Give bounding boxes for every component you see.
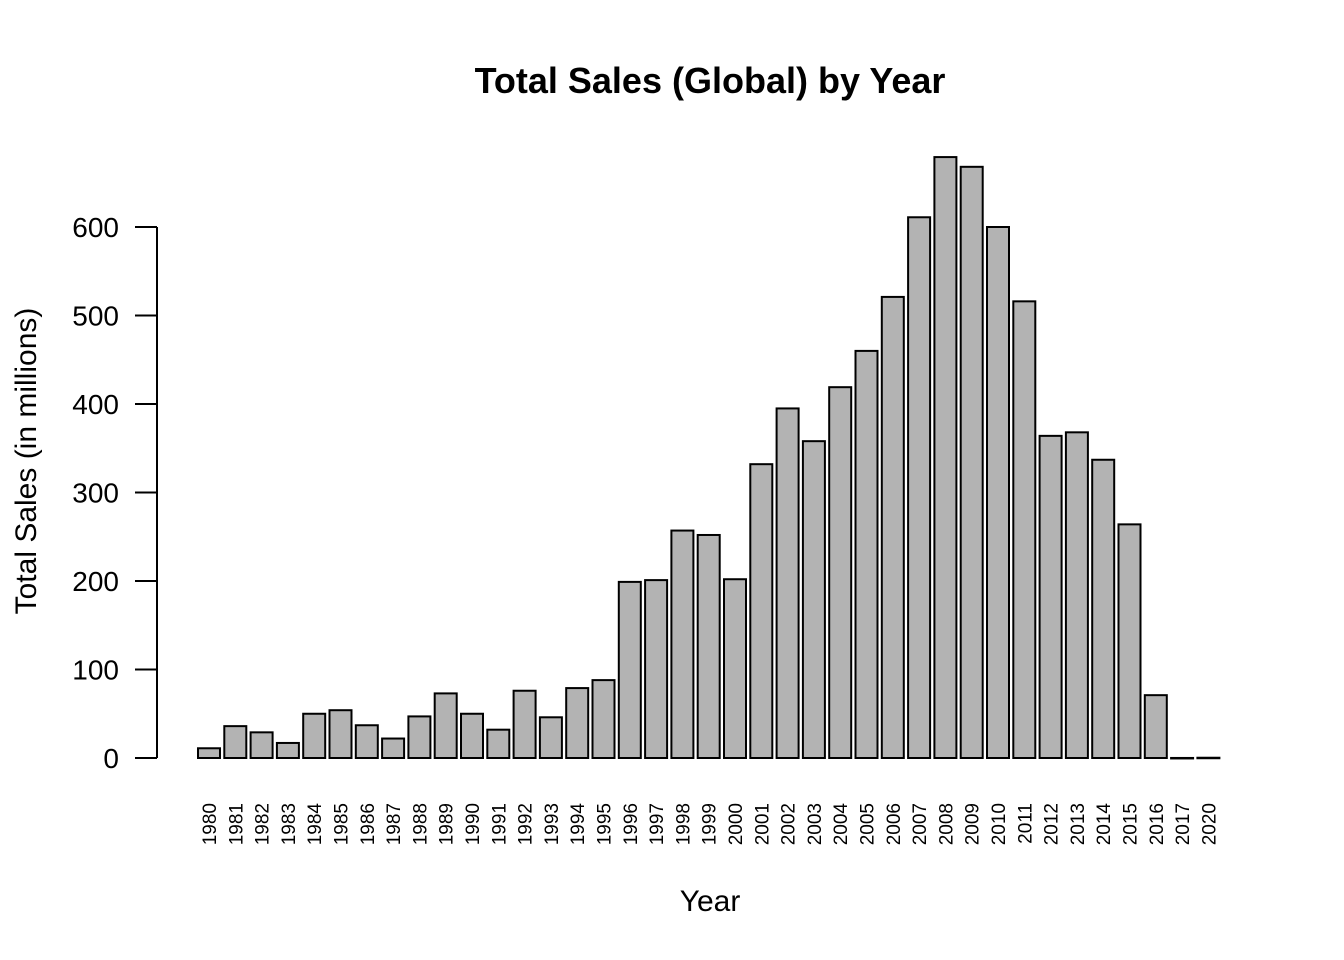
bar-1980 (197, 747, 221, 760)
x-tick-label-1981: 1981 (226, 803, 247, 845)
bar-1986 (354, 724, 379, 760)
x-tick-label-2012: 2012 (1042, 803, 1063, 845)
bar-1987 (381, 737, 406, 760)
x-tick-label-2002: 2002 (779, 803, 800, 845)
chart-title: Total Sales (Global) by Year (475, 60, 946, 101)
y-tick-label: 200 (72, 566, 119, 597)
bar-2012 (1038, 434, 1063, 759)
bar-1984 (302, 712, 327, 759)
bar-1995 (591, 679, 616, 759)
bar-2014 (1091, 458, 1116, 759)
bar-2011 (1012, 300, 1037, 759)
bar-1985 (328, 709, 353, 760)
y-tick-label: 100 (72, 655, 119, 686)
bar-2007 (907, 216, 932, 759)
x-tick-label-2008: 2008 (936, 803, 957, 845)
y-tick-label: 0 (103, 743, 119, 774)
x-tick-label-1984: 1984 (305, 803, 326, 846)
x-tick-label-2011: 2011 (1015, 803, 1036, 844)
x-tick-label-2005: 2005 (858, 803, 879, 845)
y-tick-label: 600 (72, 212, 119, 243)
x-tick-label-1980: 1980 (200, 803, 221, 845)
bar-2017 (1170, 756, 1195, 760)
bar-2002 (775, 407, 800, 759)
x-tick-label-2001: 2001 (752, 803, 773, 845)
x-axis-label: Year (680, 885, 741, 918)
bar-2005 (854, 349, 879, 759)
bar-1981 (223, 725, 248, 760)
bar-2013 (1064, 431, 1089, 759)
x-tick-label-1993: 1993 (542, 803, 563, 845)
bars (197, 156, 1221, 760)
bar-1998 (670, 529, 695, 759)
bar-1990 (460, 712, 484, 759)
bar-1993 (538, 716, 563, 759)
bar-2008 (933, 156, 958, 759)
x-tick-label-2015: 2015 (1121, 803, 1142, 845)
bar-2015 (1117, 523, 1142, 759)
x-tick-labels: 1980 1981 1982 1983 1984 1985 1986 1987 1988 1989… (200, 803, 1220, 846)
bar-1992 (512, 689, 537, 759)
x-tick-label-1983: 1983 (279, 803, 300, 845)
bar-1996 (617, 580, 642, 760)
bar-2010 (986, 226, 1010, 759)
bar-2016 (1143, 694, 1168, 759)
y-tick-label: 500 (72, 301, 119, 332)
y-axis-label: Total Sales (in millions) (10, 308, 43, 615)
bar-2000 (723, 578, 747, 759)
bar-1988 (407, 715, 432, 760)
x-tick-label-1996: 1996 (621, 803, 642, 845)
x-tick-label-2006: 2006 (884, 803, 905, 845)
bar-2001 (749, 463, 774, 759)
x-tick-label-1988: 1988 (410, 803, 431, 845)
bar-2020 (1196, 756, 1221, 760)
x-tick-label-1994: 1994 (568, 803, 589, 846)
bar-1983 (275, 741, 300, 760)
x-tick-label-2017: 2017 (1173, 803, 1194, 845)
bar-2006 (880, 295, 905, 759)
x-tick-label-2014: 2014 (1094, 803, 1115, 846)
x-tick-label-2007: 2007 (910, 803, 931, 845)
x-tick-label-2016: 2016 (1147, 803, 1168, 845)
bar-1997 (644, 579, 669, 759)
x-tick-label-2004: 2004 (831, 803, 852, 846)
x-tick-label-1995: 1995 (595, 803, 616, 845)
x-tick-label-2010: 2010 (989, 803, 1010, 845)
bar-1982 (249, 731, 274, 760)
x-tick-label-1992: 1992 (516, 803, 537, 845)
x-tick-label-1985: 1985 (332, 803, 353, 845)
bar-2003 (801, 440, 826, 759)
y-axis: 0 100 200 300 400 500 600 (72, 212, 158, 774)
x-tick-label-2020: 2020 (1199, 803, 1220, 845)
y-tick-label: 400 (72, 389, 119, 420)
x-tick-label-1990: 1990 (463, 803, 484, 845)
x-tick-label-1987: 1987 (384, 803, 405, 845)
x-tick-label-2013: 2013 (1068, 803, 1089, 845)
x-tick-label-1991: 1991 (489, 803, 510, 845)
x-tick-label-1986: 1986 (358, 803, 379, 845)
y-tick-label: 300 (72, 478, 119, 509)
bar-2009 (959, 165, 984, 759)
x-tick-label-1998: 1998 (673, 803, 694, 845)
bar-1994 (565, 687, 590, 760)
x-tick-label-2009: 2009 (963, 803, 984, 845)
bar-1989 (433, 692, 458, 760)
x-tick-label-1982: 1982 (253, 803, 274, 845)
bar-1991 (486, 728, 511, 759)
x-tick-label-2003: 2003 (805, 803, 826, 845)
x-tick-label-1989: 1989 (437, 803, 458, 845)
x-tick-label-2000: 2000 (726, 803, 747, 845)
bar-2004 (828, 386, 853, 759)
x-tick-label-1999: 1999 (700, 803, 721, 845)
x-tick-label-1997: 1997 (647, 803, 668, 845)
bar-1999 (696, 533, 721, 759)
